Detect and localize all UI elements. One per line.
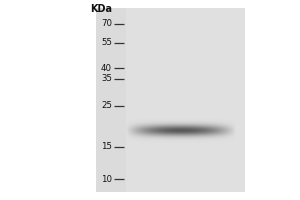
Text: 35: 35 bbox=[101, 74, 112, 83]
Text: 25: 25 bbox=[101, 101, 112, 110]
Text: 10: 10 bbox=[101, 175, 112, 184]
Text: 40: 40 bbox=[101, 64, 112, 73]
Text: 15: 15 bbox=[101, 142, 112, 151]
Text: KDa: KDa bbox=[90, 4, 112, 14]
Text: 70: 70 bbox=[101, 19, 112, 28]
Text: 55: 55 bbox=[101, 38, 112, 47]
